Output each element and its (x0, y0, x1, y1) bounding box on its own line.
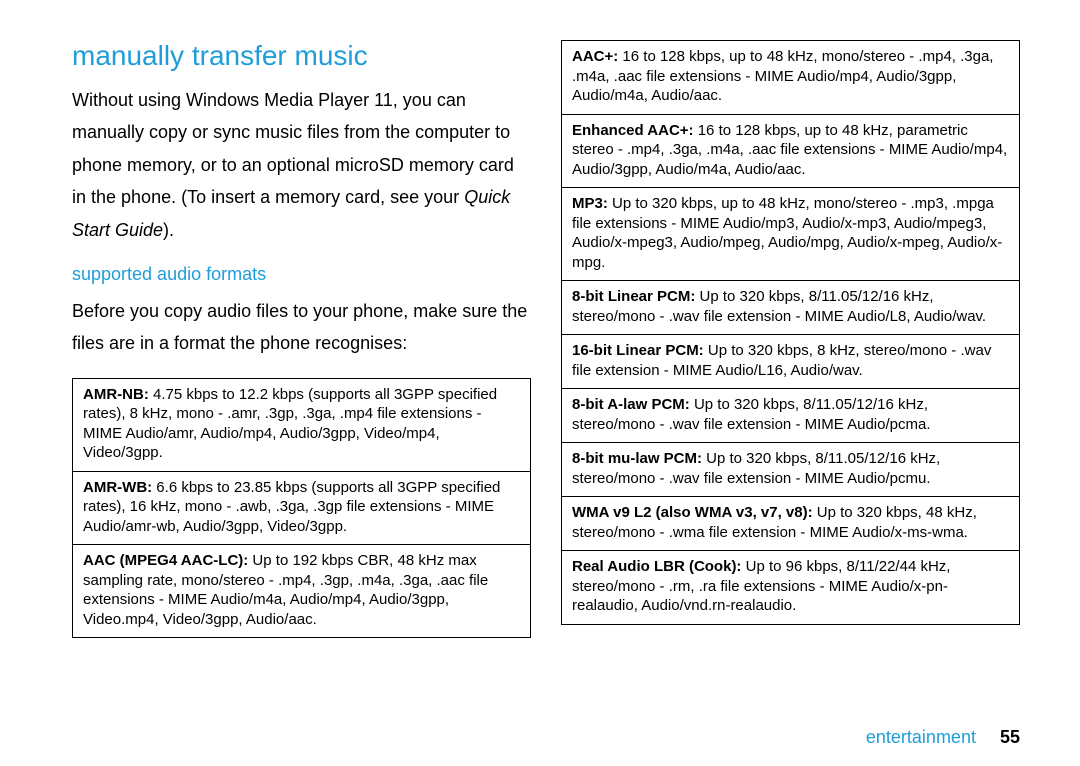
format-row: AMR-NB: 4.75 kbps to 12.2 kbps (supports… (73, 379, 530, 472)
footer-page-number: 55 (1000, 727, 1020, 747)
format-row: Enhanced AAC+: 16 to 128 kbps, up to 48 … (562, 115, 1019, 189)
format-desc: 16 to 128 kbps, up to 48 kHz, mono/stere… (572, 48, 993, 104)
format-name: Enhanced AAC+: (572, 122, 694, 139)
intro-text-b: ). (163, 220, 174, 240)
format-row: 16-bit Linear PCM: Up to 320 kbps, 8 kHz… (562, 335, 1019, 389)
intro-text-a: Without using Windows Media Player 11, y… (72, 90, 514, 207)
format-row: 8-bit mu-law PCM: Up to 320 kbps, 8/11.0… (562, 443, 1019, 497)
format-name: 16-bit Linear PCM: (572, 342, 704, 359)
format-row: MP3: Up to 320 kbps, up to 48 kHz, mono/… (562, 188, 1019, 281)
section-heading: manually transfer music (72, 40, 531, 72)
formats-table-left: AMR-NB: 4.75 kbps to 12.2 kbps (supports… (72, 378, 531, 639)
format-name: WMA v9 L2 (also WMA v3, v7, v8): (572, 504, 813, 521)
format-name: Real Audio LBR (Cook): (572, 558, 741, 575)
right-column: AAC+: 16 to 128 kbps, up to 48 kHz, mono… (561, 40, 1020, 746)
format-name: MP3: (572, 195, 608, 212)
subheading: supported audio formats (72, 264, 531, 285)
format-name: AAC+: (572, 48, 618, 65)
page-footer: entertainment 55 (866, 727, 1020, 748)
format-row: WMA v9 L2 (also WMA v3, v7, v8): Up to 3… (562, 497, 1019, 551)
format-name: AAC (MPEG4 AAC-LC): (83, 552, 248, 569)
format-name: 8-bit Linear PCM: (572, 288, 695, 305)
footer-section-label: entertainment (866, 727, 976, 747)
format-row: Real Audio LBR (Cook): Up to 96 kbps, 8/… (562, 551, 1019, 625)
format-row: AAC+: 16 to 128 kbps, up to 48 kHz, mono… (562, 41, 1019, 115)
formats-intro: Before you copy audio files to your phon… (72, 295, 531, 360)
page-container: manually transfer music Without using Wi… (0, 0, 1080, 766)
format-name: 8-bit mu-law PCM: (572, 450, 702, 467)
format-name: AMR-WB: (83, 479, 152, 496)
format-desc: Up to 320 kbps, up to 48 kHz, mono/stere… (572, 195, 1002, 271)
left-column: manually transfer music Without using Wi… (72, 40, 531, 746)
format-row: 8-bit Linear PCM: Up to 320 kbps, 8/11.0… (562, 281, 1019, 335)
format-name: 8-bit A-law PCM: (572, 396, 690, 413)
format-row: 8-bit A-law PCM: Up to 320 kbps, 8/11.05… (562, 389, 1019, 443)
format-row: AAC (MPEG4 AAC-LC): Up to 192 kbps CBR, … (73, 545, 530, 638)
intro-paragraph: Without using Windows Media Player 11, y… (72, 84, 531, 246)
format-name: AMR-NB: (83, 386, 149, 403)
format-row: AMR-WB: 6.6 kbps to 23.85 kbps (supports… (73, 472, 530, 546)
formats-table-right: AAC+: 16 to 128 kbps, up to 48 kHz, mono… (561, 40, 1020, 625)
